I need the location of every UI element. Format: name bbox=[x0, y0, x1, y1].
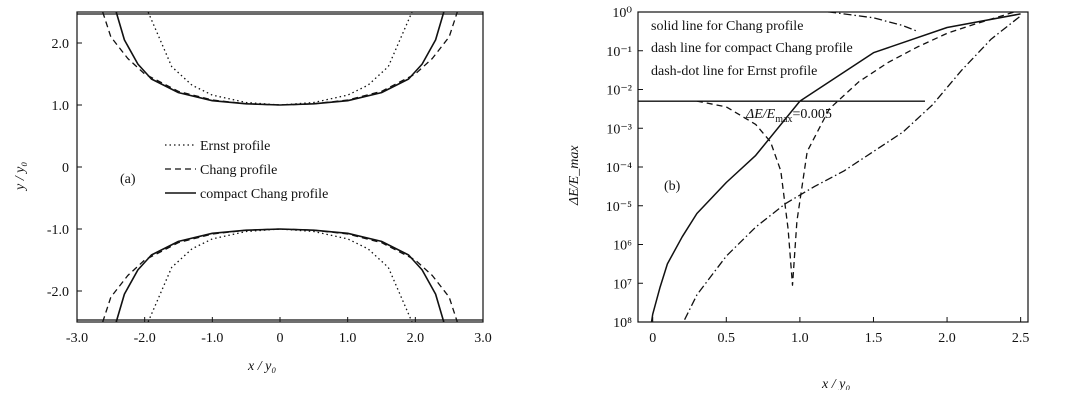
a-xtick-label: 0 bbox=[277, 331, 284, 346]
threshold-label-sub: max bbox=[775, 114, 792, 125]
b-series-2 bbox=[682, 15, 1022, 322]
b-ytick-label: 10⁷ bbox=[613, 277, 632, 292]
a-series-1-upper bbox=[102, 12, 458, 106]
a-ytick-label: -2.0 bbox=[47, 285, 69, 300]
b-xtick-label: 1.0 bbox=[791, 331, 809, 346]
a-xtick-label: 2.0 bbox=[407, 331, 425, 346]
a-series-1-lower bbox=[102, 228, 458, 322]
threshold-label-suffix: =0.005 bbox=[792, 107, 831, 122]
b-ytick-label: 10⁻¹ bbox=[606, 45, 632, 60]
panel-b-ticks: 0 0.5 1.0 1.5 2.0 2.5 10⁸ 10⁷ 10⁶ 10⁻⁵ 10⁻⁴ 10⁻³ 10⁻… bbox=[606, 6, 1030, 346]
b-xtick-label: 0 bbox=[649, 331, 656, 346]
legend-label-ernst: Ernst profile bbox=[200, 139, 270, 154]
legend-label-chang: Chang profile bbox=[200, 163, 277, 178]
panel-a: -3.0 -2.0 -1.0 0 1.0 2.0 3.0 -2.0 -1.0 0 1.0 2.0 (a… bbox=[13, 11, 492, 374]
panel-b: 0 0.5 1.0 1.5 2.0 2.5 10⁸ 10⁷ 10⁶ 10⁻⁵ 10⁻⁴ 10⁻³ 10⁻… bbox=[567, 6, 1030, 392]
panel-a-ylabel: y / y₀ bbox=[13, 162, 28, 192]
a-ytick-label: -1.0 bbox=[47, 223, 69, 238]
panel-a-curves bbox=[77, 12, 483, 322]
b-series-1 bbox=[696, 12, 1017, 286]
b-xtick-label: 0.5 bbox=[718, 331, 736, 346]
panel-b-ylabel: ΔE/E_max bbox=[567, 145, 582, 206]
legend-label-compact-chang: compact Chang profile bbox=[200, 187, 328, 202]
panel-a-label: (a) bbox=[120, 172, 136, 187]
a-series-0-upper bbox=[147, 12, 413, 106]
b-ytick-label: 10⁻² bbox=[606, 84, 632, 99]
panel-a-legend: Ernst profile Chang profile compact Chan… bbox=[165, 139, 328, 202]
legend-line-ernst: dash-dot line for Ernst profile bbox=[651, 64, 817, 79]
panel-b-curves bbox=[650, 12, 1022, 322]
a-xtick-label: -3.0 bbox=[66, 331, 88, 346]
a-series-2-upper bbox=[115, 12, 445, 106]
panel-a-ticks: -3.0 -2.0 -1.0 0 1.0 2.0 3.0 -2.0 -1.0 0 1.0 2.0 bbox=[47, 37, 492, 346]
a-xtick-label: -2.0 bbox=[134, 331, 156, 346]
b-ytick-label: 10⁶ bbox=[613, 239, 632, 254]
panel-b-xlabel: x / y₀ bbox=[821, 377, 850, 390]
legend-line-compact-chang: dash line for compact Chang profile bbox=[651, 41, 853, 56]
a-ytick-label: 0 bbox=[62, 161, 69, 176]
panel-a-frame bbox=[76, 11, 484, 323]
a-xtick-label: 3.0 bbox=[474, 331, 492, 346]
b-ytick-label: 10⁻⁴ bbox=[606, 161, 632, 176]
a-ytick-label: 2.0 bbox=[52, 37, 70, 52]
b-ytick-label: 10⁸ bbox=[613, 316, 632, 331]
threshold-label: ΔE/Emax=0.005 bbox=[745, 107, 832, 125]
panel-a-xlabel: x / y₀ bbox=[247, 359, 276, 374]
b-series-0 bbox=[650, 13, 1021, 322]
a-xtick-label: 1.0 bbox=[339, 331, 357, 346]
b-xtick-label: 1.5 bbox=[865, 331, 883, 346]
b-ytick-label: 10⁻³ bbox=[606, 122, 632, 137]
b-ytick-label: 10⁻⁵ bbox=[606, 200, 632, 215]
a-ytick-label: 1.0 bbox=[52, 99, 70, 114]
b-xtick-label: 2.5 bbox=[1012, 331, 1030, 346]
legend-line-chang: solid line for Chang profile bbox=[651, 19, 803, 34]
b-xtick-label: 2.0 bbox=[938, 331, 956, 346]
a-series-2-lower bbox=[115, 228, 445, 322]
panel-b-frame bbox=[637, 11, 1029, 323]
panel-b-label: (b) bbox=[664, 179, 681, 194]
b-series-3 bbox=[812, 12, 918, 33]
threshold-label-prefix: ΔE/E bbox=[745, 107, 776, 122]
b-ytick-label: 10⁰ bbox=[612, 6, 632, 21]
a-series-0-lower bbox=[147, 228, 413, 322]
a-xtick-label: -1.0 bbox=[201, 331, 223, 346]
